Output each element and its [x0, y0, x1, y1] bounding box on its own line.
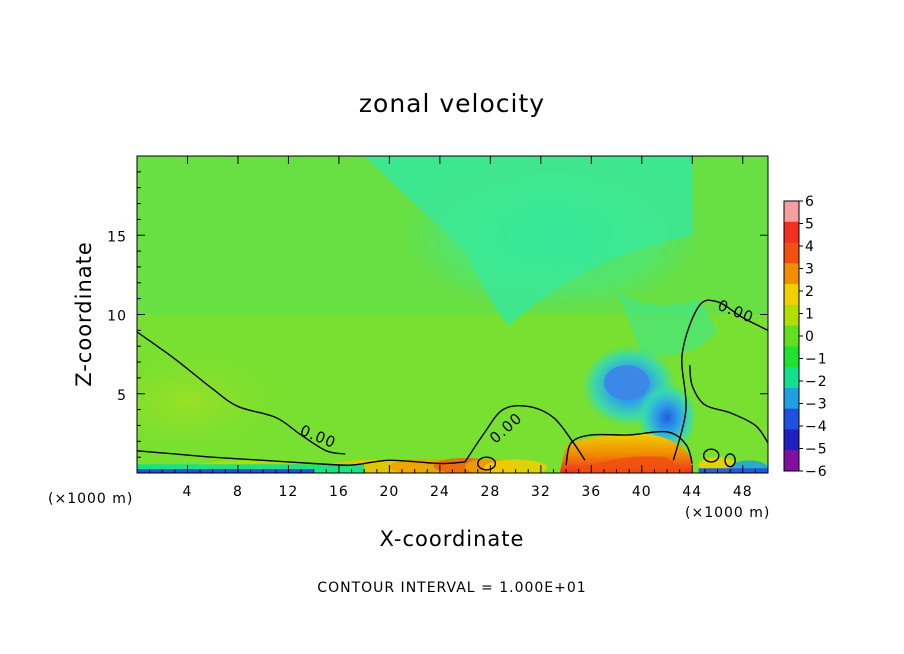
contour-loop	[702, 448, 720, 463]
contour-interval: CONTOUR INTERVAL = 1.000E+01	[317, 580, 586, 596]
colorbar-segment	[784, 221, 799, 244]
x-axis-ticks: 4 8 12 16 20 24 28 32 36 40 44 48	[149, 156, 756, 500]
x-tick-label: 4	[183, 484, 193, 500]
colorbar-segment	[784, 304, 799, 327]
surface-patch	[484, 459, 548, 473]
colorbar-segment	[784, 263, 799, 285]
colorbar-segment	[784, 367, 799, 389]
x-axis-label: X-coordinate	[380, 527, 525, 551]
y-axis-label: Z-coordinate	[72, 241, 96, 387]
colorbar-label: −4	[805, 419, 828, 435]
upper-right-lobe	[616, 290, 718, 356]
contour-loop	[477, 456, 497, 471]
velocity-field	[137, 156, 768, 473]
contour-line	[137, 450, 466, 466]
chart-title: zonal velocity	[359, 89, 545, 118]
colorbar-segment	[784, 450, 799, 472]
colorbar-label: 1	[805, 307, 815, 323]
colorbar-segment	[784, 201, 799, 223]
x-tick-label: 8	[233, 484, 243, 500]
contour-line	[689, 365, 768, 444]
colorbar-label: −5	[805, 442, 828, 458]
x-tick-label: 24	[430, 484, 450, 500]
y-tick-label: 15	[107, 229, 127, 245]
surface-negative-band	[137, 464, 365, 473]
y-axis-ticks: 5 10 15	[107, 171, 768, 458]
surface-positive-core	[572, 456, 686, 473]
colorbar-label: 5	[805, 217, 815, 233]
x-tick-label: 12	[279, 484, 299, 500]
x-tick-label: 48	[733, 484, 753, 500]
surface-negative-band-right	[698, 468, 768, 473]
upper-negative-core	[402, 156, 705, 315]
contour-line	[137, 331, 346, 455]
y-tick-label: 10	[107, 309, 127, 325]
x-tick-label: 32	[531, 484, 551, 500]
x-tick-label: 44	[682, 484, 702, 500]
x-tick-label: 36	[581, 484, 601, 500]
colorbar-segment	[784, 242, 799, 264]
negative-core-center	[603, 365, 650, 401]
colorbar-label: −3	[805, 397, 828, 413]
colorbar-label: 4	[805, 239, 815, 255]
contour-line	[565, 430, 693, 466]
x-unit-left: (×1000 m)	[48, 491, 133, 507]
contour-loop	[724, 453, 736, 468]
x-tick-label: 28	[480, 484, 500, 500]
contour-line	[672, 299, 768, 461]
colorbar-label: 0	[805, 329, 815, 345]
colorbar: 6 5 4 3 2 1 0 −1 −2 −3 −4 −5 −6	[783, 194, 828, 480]
left-positive-region	[137, 338, 302, 466]
colorbar-label: 6	[805, 194, 815, 210]
colorbar-segment	[784, 408, 799, 430]
colorbar-label: −2	[805, 374, 828, 390]
x-unit-right: (×1000 m)	[685, 505, 770, 521]
colorbar-segment	[784, 346, 799, 368]
colorbar-label: −6	[805, 464, 828, 480]
x-tick-label: 16	[329, 484, 349, 500]
y-tick-label: 5	[117, 388, 127, 404]
x-tick-label: 40	[632, 484, 652, 500]
colorbar-label: −1	[805, 352, 828, 368]
colorbar-segment	[784, 284, 799, 306]
colorbar-segment	[784, 387, 799, 410]
colorbar-segment	[784, 325, 799, 347]
colorbar-label: 2	[805, 284, 815, 300]
x-tick-label: 20	[379, 484, 399, 500]
colorbar-label: 3	[805, 262, 815, 278]
colorbar-segment	[784, 429, 799, 451]
